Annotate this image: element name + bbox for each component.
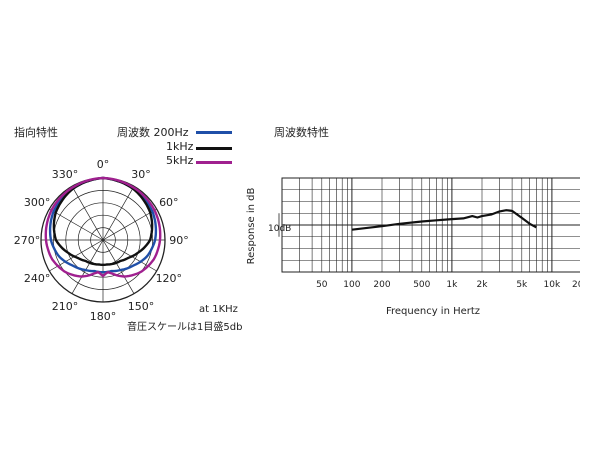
polar-spoke	[102, 239, 135, 294]
polar-spoke	[71, 239, 104, 294]
polar-angle-label: 180°	[90, 310, 117, 323]
polar-spoke	[102, 208, 157, 241]
freq-tick-label: 10k	[544, 280, 561, 290]
polar-angle-label: 30°	[131, 168, 151, 181]
freq-tick-label: 50	[316, 280, 328, 290]
frequency-response-chart: 50 100 200 500 1k 2k 5k 10k 20k (Hz) Response in…	[246, 177, 580, 317]
freq-tick-label: 500	[413, 280, 430, 290]
freq-tick-labels: 50 100 200 500 1k 2k 5k 10k 20k (Hz)	[316, 280, 580, 290]
freq-grid	[278, 177, 580, 273]
legend-label-200hz: 周波数 200Hz	[117, 126, 189, 139]
freq-tick-label: 100	[343, 280, 360, 290]
polar-angle-label: 210°	[52, 300, 79, 313]
freq-tick-label: 200	[373, 280, 390, 290]
polar-series	[44, 176, 162, 278]
polar-chart: 0° 30° 60° 90° 120° 150° 180° 210° 240° 270° 300° 3…	[14, 158, 189, 323]
polar-angle-label: 90°	[169, 234, 189, 247]
legend-label-5khz: 5kHz	[166, 154, 194, 167]
freq-title: 周波数特性	[274, 126, 329, 139]
polar-angle-label: 120°	[156, 272, 183, 285]
legend-label-1khz: 1kHz	[166, 140, 194, 153]
freq-x-axis-label: Frequency in Hertz	[386, 306, 480, 317]
polar-title: 指向特性	[14, 126, 58, 139]
polar-angle-label: 150°	[128, 300, 155, 313]
legend-swatch-1khz	[196, 147, 232, 150]
polar-angle-label: 300°	[24, 196, 51, 209]
polar-note-frequency: at 1KHz	[199, 304, 238, 315]
polar-angle-label: 330°	[52, 168, 79, 181]
freq-tick-label: 20k (Hz)	[572, 280, 580, 290]
polar-angle-label: 240°	[24, 272, 51, 285]
freq-scale-label: 10dB	[268, 224, 291, 234]
polar-series-1khz	[52, 176, 154, 266]
polar-grid	[40, 177, 166, 303]
freq-tick-label: 1k	[446, 280, 458, 290]
polar-angle-label: 60°	[159, 196, 179, 209]
polar-angle-label: 270°	[14, 234, 41, 247]
legend-swatch-200hz	[196, 131, 232, 134]
freq-response-curve	[351, 209, 537, 231]
polar-series-200hz	[48, 176, 158, 274]
polar-angle-label: 0°	[97, 158, 110, 171]
polar-spoke	[49, 208, 104, 241]
polar-spoke	[102, 186, 135, 241]
freq-y-axis-label: Response in dB	[246, 188, 257, 265]
legend-swatch-5khz	[196, 161, 232, 164]
polar-series-5khz	[44, 176, 162, 278]
freq-tick-label: 5k	[516, 280, 528, 290]
freq-series	[351, 209, 537, 231]
freq-tick-label: 2k	[477, 280, 489, 290]
polar-spoke	[71, 186, 104, 241]
polar-angle-labels: 0° 30° 60° 90° 120° 150° 180° 210° 240° 270° 300° 3…	[14, 158, 189, 323]
polar-note-scale: 音圧スケールは1目盛5db	[127, 322, 243, 333]
